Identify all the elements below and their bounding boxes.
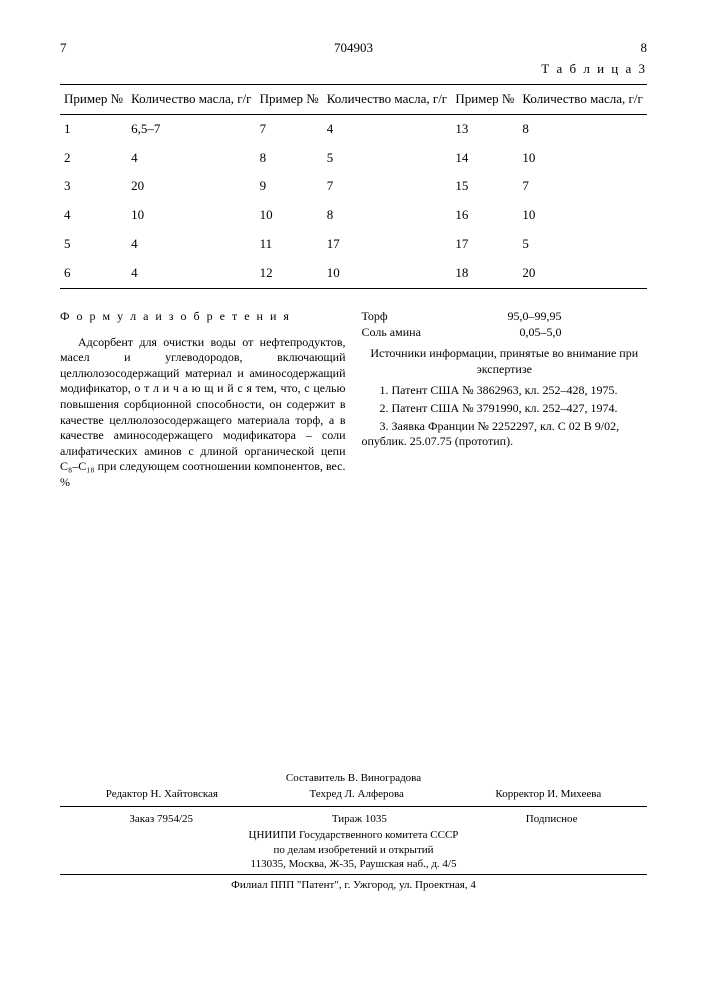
formula-title: Ф о р м у л а и з о б р е т е н и я — [60, 309, 346, 325]
table-cell: 14 — [451, 144, 518, 173]
table-label: Т а б л и ц а 3 — [60, 61, 647, 78]
table-cell: 12 — [256, 259, 323, 288]
tech: Техред Л. Алферова — [309, 787, 403, 801]
editor: Редактор Н. Хайтовская — [106, 787, 218, 801]
table-cell: 4 — [127, 230, 256, 259]
table-cell: 8 — [518, 114, 647, 143]
reference-item: 3. Заявка Франции № 2252297, кл. С 02 В … — [362, 419, 648, 450]
credits-row: Редактор Н. Хайтовская Техред Л. Алферов… — [60, 785, 647, 803]
content-columns: Ф о р м у л а и з о б р е т е н и я Адсо… — [60, 309, 647, 491]
table-cell: 4 — [127, 259, 256, 288]
reference-item: 1. Патент США № 3862963, кл. 252–428, 19… — [362, 383, 648, 399]
page-right: 8 — [641, 40, 648, 57]
table-header-row: Пример № Количество масла, г/г Пример № … — [60, 84, 647, 114]
subscription: Подписное — [526, 812, 578, 826]
abstract-text: Адсорбент для очистки воды от нефтепроду… — [60, 335, 346, 491]
table-cell: 20 — [518, 259, 647, 288]
composition-row: Торф 95,0–99,95 — [362, 309, 562, 325]
table-cell: 6,5–7 — [127, 114, 256, 143]
table-cell: 9 — [256, 172, 323, 201]
left-column: Ф о р м у л а и з о б р е т е н и я Адсо… — [60, 309, 346, 491]
table-cell: 17 — [323, 230, 452, 259]
table-cell: 5 — [323, 144, 452, 173]
table-row: 24851410 — [60, 144, 647, 173]
composition-row: Соль амина 0,05–5,0 — [362, 325, 562, 341]
table-cell: 7 — [323, 172, 452, 201]
table-cell: 7 — [518, 172, 647, 201]
table-cell: 10 — [127, 201, 256, 230]
table-cell: 7 — [256, 114, 323, 143]
table-cell: 16 — [451, 201, 518, 230]
table-cell: 8 — [323, 201, 452, 230]
corrector: Корректор И. Михеева — [495, 787, 601, 801]
table-cell: 13 — [451, 114, 518, 143]
data-table: Пример № Количество масла, г/г Пример № … — [60, 84, 647, 289]
table-row: 541117175 — [60, 230, 647, 259]
table-row: 6412101820 — [60, 259, 647, 288]
table-cell: 10 — [323, 259, 452, 288]
table-cell: 11 — [256, 230, 323, 259]
org1: ЦНИИПИ Государственного комитета СССР — [60, 828, 647, 842]
comp-value: 95,0–99,95 — [508, 309, 562, 325]
order: Заказ 7954/25 — [129, 812, 193, 826]
table-body: 16,5–77413824851410320971574101081610541… — [60, 114, 647, 288]
table-cell: 20 — [127, 172, 256, 201]
table-cell: 5 — [60, 230, 127, 259]
compiler: Составитель В. Виноградова — [60, 771, 647, 785]
table-cell: 10 — [256, 201, 323, 230]
order-row: Заказ 7954/25 Тираж 1035 Подписное — [60, 810, 647, 828]
table-cell: 15 — [451, 172, 518, 201]
table-cell: 4 — [323, 114, 452, 143]
col-header: Пример № — [451, 84, 518, 114]
org2: по делам изобретений и открытий — [60, 843, 647, 857]
col-header: Количество масла, г/г — [127, 84, 256, 114]
comp-name: Торф — [362, 309, 388, 325]
doc-number: 704903 — [334, 40, 373, 57]
table-cell: 4 — [127, 144, 256, 173]
tirage: Тираж 1035 — [332, 812, 387, 826]
table-row: 16,5–774138 — [60, 114, 647, 143]
table-cell: 5 — [518, 230, 647, 259]
table-cell: 10 — [518, 144, 647, 173]
table-row: 4101081610 — [60, 201, 647, 230]
comp-value: 0,05–5,0 — [520, 325, 562, 341]
footer: Составитель В. Виноградова Редактор Н. Х… — [60, 771, 647, 893]
table-cell: 2 — [60, 144, 127, 173]
page-left: 7 — [60, 40, 67, 57]
address: 113035, Москва, Ж-35, Раушская наб., д. … — [60, 857, 647, 871]
col-header: Пример № — [256, 84, 323, 114]
sources-title: Источники информации, принятые во вниман… — [362, 346, 648, 377]
comp-name: Соль амина — [362, 325, 421, 341]
table-cell: 18 — [451, 259, 518, 288]
table-cell: 8 — [256, 144, 323, 173]
table-cell: 6 — [60, 259, 127, 288]
right-column: Торф 95,0–99,95 Соль амина 0,05–5,0 Исто… — [362, 309, 648, 491]
col-header: Количество масла, г/г — [518, 84, 647, 114]
col-header: Пример № — [60, 84, 127, 114]
table-cell: 17 — [451, 230, 518, 259]
page-header: 7 704903 8 — [60, 40, 647, 57]
table-cell: 3 — [60, 172, 127, 201]
table-cell: 10 — [518, 201, 647, 230]
table-cell: 4 — [60, 201, 127, 230]
table-cell: 1 — [60, 114, 127, 143]
table-row: 32097157 — [60, 172, 647, 201]
reference-item: 2. Патент США № 3791990, кл. 252–427, 19… — [362, 401, 648, 417]
col-header: Количество масла, г/г — [323, 84, 452, 114]
branch: Филиал ППП "Патент", г. Ужгород, ул. Про… — [60, 878, 647, 892]
